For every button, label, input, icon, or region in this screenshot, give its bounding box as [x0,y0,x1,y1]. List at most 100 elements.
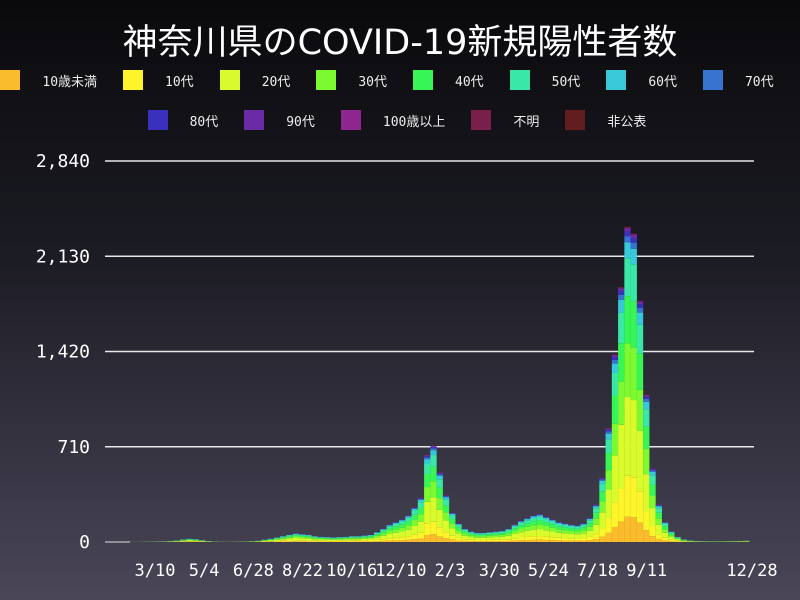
legend-swatch [0,70,21,90]
bar-segment [455,527,462,531]
bar-segment [524,530,531,537]
bar-segment [505,539,512,541]
bar-segment [661,523,669,527]
legend-label: 80代 [189,114,219,130]
bar-segment [580,527,587,531]
legend-swatch [147,110,168,130]
bar-segment [367,536,375,538]
bar-segment [593,512,600,519]
bar-segment [524,536,531,541]
bar-segment [574,526,581,529]
bar-segment [480,533,487,535]
bar-segment [442,499,450,506]
bar-segment [580,540,587,542]
bar-segment [461,531,468,534]
bar-segment [336,537,343,539]
bar-segment [186,539,193,540]
bar-segment [605,433,612,440]
bar-segment [286,541,293,542]
bar-segment [392,522,400,524]
bar-segment [374,532,381,535]
bar-segment [549,540,556,542]
bar-segment [668,535,675,538]
bar-segment [399,524,406,528]
bar-segment [618,287,625,289]
bar-segment [618,312,625,344]
bar-segment [661,522,669,524]
bar-segment [449,523,456,529]
bar-segment [380,539,387,541]
bar-segment [624,228,631,232]
bar-segment [305,535,312,537]
bar-segment [417,514,425,522]
bar-segment [405,517,412,522]
bar-segment [330,537,337,539]
bar-segment [405,525,412,530]
bar-segment [449,513,456,516]
legend-label: 10代 [165,74,194,90]
bar-segment [530,521,537,526]
bar-segment [655,512,662,519]
bar-segment [524,540,531,542]
bar-segment [505,531,512,534]
bar-segment [486,534,493,536]
bar-segment [298,535,306,537]
bar-segment [461,540,468,542]
bar-segment [580,538,587,541]
bar-segment [361,538,368,541]
bar-segment [317,537,325,538]
bar-segment [430,455,437,467]
bar-segment [643,396,650,399]
bar-segment [480,536,487,538]
bar-segment [442,505,450,513]
bar-segment [424,523,431,536]
bar-segment [624,396,631,476]
bar-segment [618,424,625,489]
bar-segment [374,539,381,542]
bar-segment [330,539,337,540]
bar-segment [311,536,318,538]
bar-segment [624,242,631,259]
bar-segment [549,531,556,538]
bar-segment [380,529,387,532]
bar-segment [561,533,569,539]
bar-segment [399,531,406,538]
bar-segment [505,540,512,542]
bar-segment [624,343,631,397]
bar-segment [424,457,431,460]
bar-segment [599,480,606,485]
bar-segment [611,526,619,542]
legend-swatch [509,70,530,90]
bar-segment [561,527,569,531]
bar-segment [273,539,281,540]
bar-segment [555,523,562,527]
bar-segment [630,234,637,239]
bar-segment [668,537,675,540]
bar-segment [636,389,644,431]
bar-segment [349,536,356,538]
bar-segment [568,525,575,527]
bar-segment [505,533,512,536]
bar-segment [349,540,356,542]
legend-item: 10歳未満 [0,70,97,90]
bar-segment [436,527,443,537]
bar-segment [442,496,450,498]
bar-segment [574,531,581,535]
bar-segment [455,540,462,542]
bar-segment [273,538,281,540]
bar-segment [517,522,525,526]
bar-segment [461,533,468,536]
bar-segment [286,537,293,539]
bar-segment [280,539,287,541]
bar-segment [674,540,681,542]
bar-segment [636,353,644,390]
legend-swatch [471,110,492,130]
bar-segment [549,527,556,532]
x-tick-label: 9/11 [626,561,667,581]
bar-segment [317,540,325,542]
bar-segment [267,539,274,541]
bar-segment [574,528,581,532]
bar-segment [486,532,493,535]
bar-segment [505,529,512,530]
bar-segment [361,540,368,542]
